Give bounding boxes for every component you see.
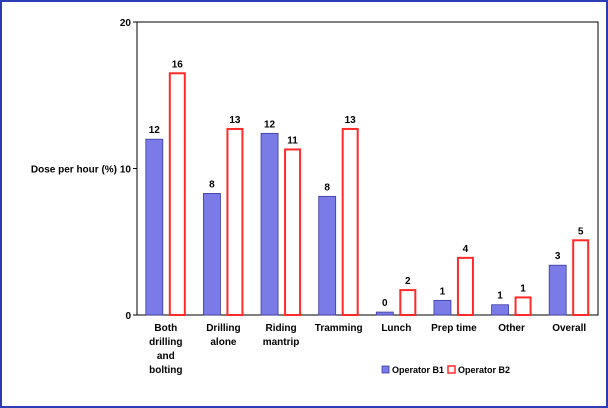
data-label: 13 [345, 115, 357, 126]
bar-operator-b2 [514, 296, 532, 317]
bar-operator-b2 [226, 127, 244, 316]
x-category-label: Both drilling and bolting [149, 323, 182, 376]
data-label: 8 [324, 182, 330, 193]
data-label: 11 [287, 135, 298, 146]
legend-swatch-operator-b2 [447, 365, 456, 374]
data-label: 3 [555, 251, 561, 262]
x-category-label: Tramming [315, 323, 363, 334]
bar-operator-b1 [375, 311, 394, 316]
y-axis-ticks: 0 10 20 [120, 18, 137, 322]
data-label: 5 [578, 226, 584, 237]
y-tick-label: 20 [120, 18, 132, 29]
data-label: 0 [382, 298, 388, 309]
bar-operator-b1 [548, 264, 567, 316]
bar-operator-b2 [341, 127, 359, 316]
x-category-label: Prep time [431, 323, 477, 334]
data-label: 1 [497, 291, 503, 302]
x-category-label: Drilling alone [206, 323, 240, 348]
data-label: 12 [149, 125, 161, 136]
bar-operator-b1 [491, 304, 509, 316]
x-axis-categories: Both drilling and bolting Drilling alone Ridin… [149, 323, 586, 376]
x-category-label: Lunch [381, 323, 411, 334]
x-category-label: Riding mantrip [263, 323, 300, 348]
y-axis-label: Dose per hour (%) [31, 165, 117, 176]
legend-label-operator-b2: Operator B2 [458, 365, 510, 375]
bar-operator-b2 [168, 72, 186, 317]
y-tick-label: 10 [120, 165, 132, 176]
bar-operator-b1 [318, 195, 337, 316]
data-label: 1 [440, 286, 446, 297]
x-category-label: Other [498, 323, 525, 334]
x-category-label: Overall [552, 323, 586, 334]
data-label: 16 [172, 59, 184, 70]
bar-operator-b1 [145, 138, 164, 316]
bar-operator-b2 [572, 239, 590, 316]
bars [145, 72, 590, 317]
bar-operator-b2 [399, 289, 417, 317]
bar-operator-b1 [433, 299, 452, 316]
y-tick-label: 0 [125, 311, 131, 322]
data-label: 1 [520, 283, 526, 294]
data-label: 4 [463, 244, 469, 255]
legend: Operator B1 Operator B2 [381, 365, 510, 375]
bar-operator-b1 [203, 193, 221, 316]
bar-operator-b2 [456, 256, 474, 316]
legend-label-operator-b1: Operator B1 [392, 365, 444, 375]
bar-operator-b2 [284, 148, 302, 316]
data-label: 13 [229, 115, 241, 126]
legend-swatch-operator-b1 [381, 365, 390, 374]
bar-operator-b1 [260, 132, 279, 316]
data-label: 8 [209, 179, 215, 190]
data-label: 2 [405, 276, 411, 287]
data-label: 12 [264, 119, 276, 130]
